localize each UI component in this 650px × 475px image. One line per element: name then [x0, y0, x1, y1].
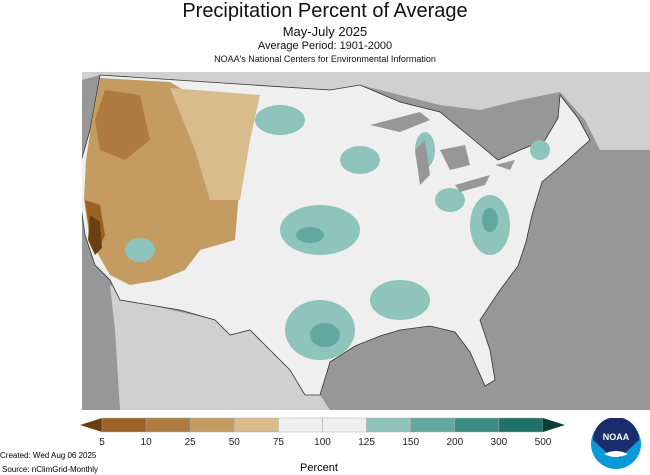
organization: NOAA's National Centers for Environmenta… — [214, 54, 436, 64]
legend-tick-label: 125 — [358, 437, 375, 448]
legend-bin — [322, 417, 367, 433]
legend-tick-label: 25 — [184, 437, 196, 448]
noaa-logo: NOAA — [591, 418, 641, 469]
canada-land — [82, 72, 650, 150]
svg-text:NOAA: NOAA — [603, 432, 630, 442]
data-source: Source: nClimGrid-Monthly — [2, 465, 99, 474]
very-wet-regions — [296, 208, 498, 347]
legend-arrow-below — [80, 418, 102, 432]
legend-bin — [454, 417, 500, 433]
legend-tick-label: 75 — [272, 437, 284, 448]
legend-bin — [145, 417, 191, 433]
created-date: Created: Wed Aug 06 2025 — [0, 451, 97, 460]
legend-tick-label: 10 — [140, 437, 152, 448]
average-period: Average Period: 1901-2000 — [257, 40, 393, 52]
legend-bin — [278, 417, 323, 433]
legend-unit-label: Percent — [300, 462, 338, 474]
wet-regions — [125, 105, 550, 360]
legend-tick-label: 500 — [534, 437, 552, 448]
legend-bin — [498, 417, 544, 433]
color-legend — [80, 417, 565, 433]
legend-bin — [234, 417, 279, 433]
legend-tick-label: 50 — [228, 437, 240, 448]
legend-arrow-above — [543, 418, 565, 432]
legend-tick-label: 200 — [446, 437, 464, 448]
legend-bin — [189, 417, 235, 433]
great-lakes — [370, 112, 515, 192]
legend-tick-label: 100 — [314, 437, 331, 448]
precipitation-map — [82, 72, 650, 410]
map-subtitle: May-July 2025 — [282, 24, 368, 39]
map-title: Precipitation Percent of Average — [182, 0, 468, 22]
legend-tick-label: 300 — [490, 437, 508, 448]
legend-bin — [366, 417, 411, 433]
legend-tick-label: 150 — [402, 437, 420, 448]
mexico-land — [110, 285, 330, 410]
legend-bin — [101, 417, 147, 433]
legend-bin — [410, 417, 456, 433]
legend-tick-label: 5 — [99, 437, 105, 448]
dry-regions — [84, 78, 260, 285]
